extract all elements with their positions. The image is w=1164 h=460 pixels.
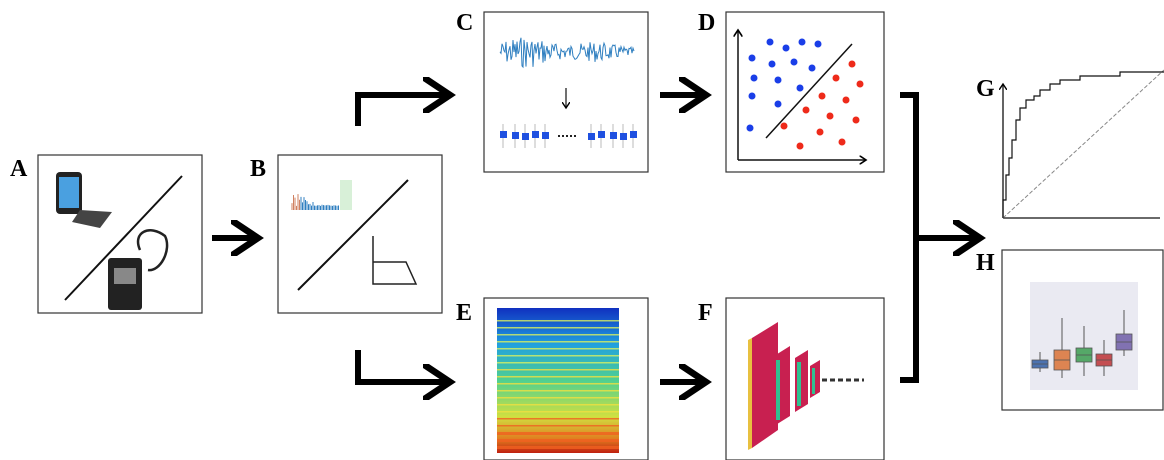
shape bbox=[497, 425, 619, 427]
shape bbox=[497, 397, 619, 399]
shape bbox=[497, 418, 619, 420]
shape bbox=[497, 327, 619, 329]
roc-curve bbox=[1003, 70, 1164, 218]
shape bbox=[751, 75, 758, 82]
shape bbox=[497, 383, 619, 385]
shape bbox=[827, 113, 834, 120]
shape bbox=[769, 61, 776, 68]
panel-label: A bbox=[10, 156, 28, 182]
panel-d bbox=[726, 12, 884, 172]
shape bbox=[542, 132, 549, 139]
shape bbox=[497, 376, 619, 378]
panel-label: B bbox=[250, 156, 266, 182]
shape bbox=[497, 390, 619, 392]
bracket bbox=[900, 95, 916, 380]
panel-label: H bbox=[976, 250, 995, 276]
shape bbox=[522, 133, 529, 140]
shape bbox=[839, 139, 846, 146]
shape bbox=[775, 77, 782, 84]
shape bbox=[797, 143, 804, 150]
shape bbox=[747, 125, 754, 132]
arrow bbox=[358, 95, 450, 126]
shape bbox=[497, 348, 619, 350]
shape bbox=[1003, 70, 1164, 218]
figure: A B C D E F G H bbox=[0, 0, 1164, 460]
shape bbox=[497, 446, 619, 449]
shape bbox=[853, 117, 860, 124]
shape bbox=[630, 131, 637, 138]
shape bbox=[497, 334, 619, 336]
panel-b bbox=[278, 155, 442, 313]
shape bbox=[497, 432, 619, 435]
shape bbox=[781, 123, 788, 130]
shape bbox=[500, 131, 507, 138]
shape bbox=[833, 75, 840, 82]
shape bbox=[797, 85, 804, 92]
shape bbox=[812, 368, 815, 394]
shape bbox=[497, 341, 619, 343]
shape bbox=[749, 55, 756, 62]
shape bbox=[497, 355, 619, 357]
panel-label: F bbox=[698, 300, 713, 326]
spectrogram bbox=[497, 308, 619, 453]
shape bbox=[497, 411, 619, 413]
shape bbox=[59, 177, 79, 208]
shape bbox=[532, 131, 539, 138]
shape bbox=[497, 308, 619, 453]
shape bbox=[857, 81, 864, 88]
shape bbox=[512, 132, 519, 139]
panel-label: G bbox=[976, 76, 995, 102]
shape bbox=[843, 97, 850, 104]
shape bbox=[748, 338, 752, 450]
shape bbox=[849, 61, 856, 68]
shape bbox=[749, 93, 756, 100]
shape bbox=[795, 350, 808, 412]
arrow bbox=[358, 350, 450, 382]
shape bbox=[819, 93, 826, 100]
shape bbox=[620, 133, 627, 140]
shape bbox=[803, 107, 810, 114]
shape bbox=[497, 404, 619, 406]
shape bbox=[775, 101, 782, 108]
panel-label: C bbox=[456, 10, 473, 36]
shape bbox=[114, 268, 136, 284]
shape bbox=[497, 362, 619, 364]
shape bbox=[809, 65, 816, 72]
shape bbox=[783, 45, 790, 52]
page: {"labels": ["A", "B", "C", "D", "E", "F"… bbox=[0, 0, 1164, 460]
shape bbox=[610, 132, 617, 139]
shape bbox=[588, 133, 595, 140]
panel-label: E bbox=[456, 300, 472, 326]
shape bbox=[340, 180, 352, 210]
shape bbox=[497, 439, 619, 442]
shape bbox=[598, 131, 605, 138]
shape bbox=[797, 362, 801, 406]
shape bbox=[815, 41, 822, 48]
shape bbox=[799, 39, 806, 46]
shape bbox=[497, 369, 619, 371]
shape bbox=[776, 360, 780, 420]
shape bbox=[497, 320, 619, 322]
shape bbox=[817, 129, 824, 136]
shape bbox=[767, 39, 774, 46]
shape bbox=[791, 59, 798, 66]
boxplots bbox=[1030, 282, 1138, 390]
panel-label: D bbox=[698, 10, 715, 36]
